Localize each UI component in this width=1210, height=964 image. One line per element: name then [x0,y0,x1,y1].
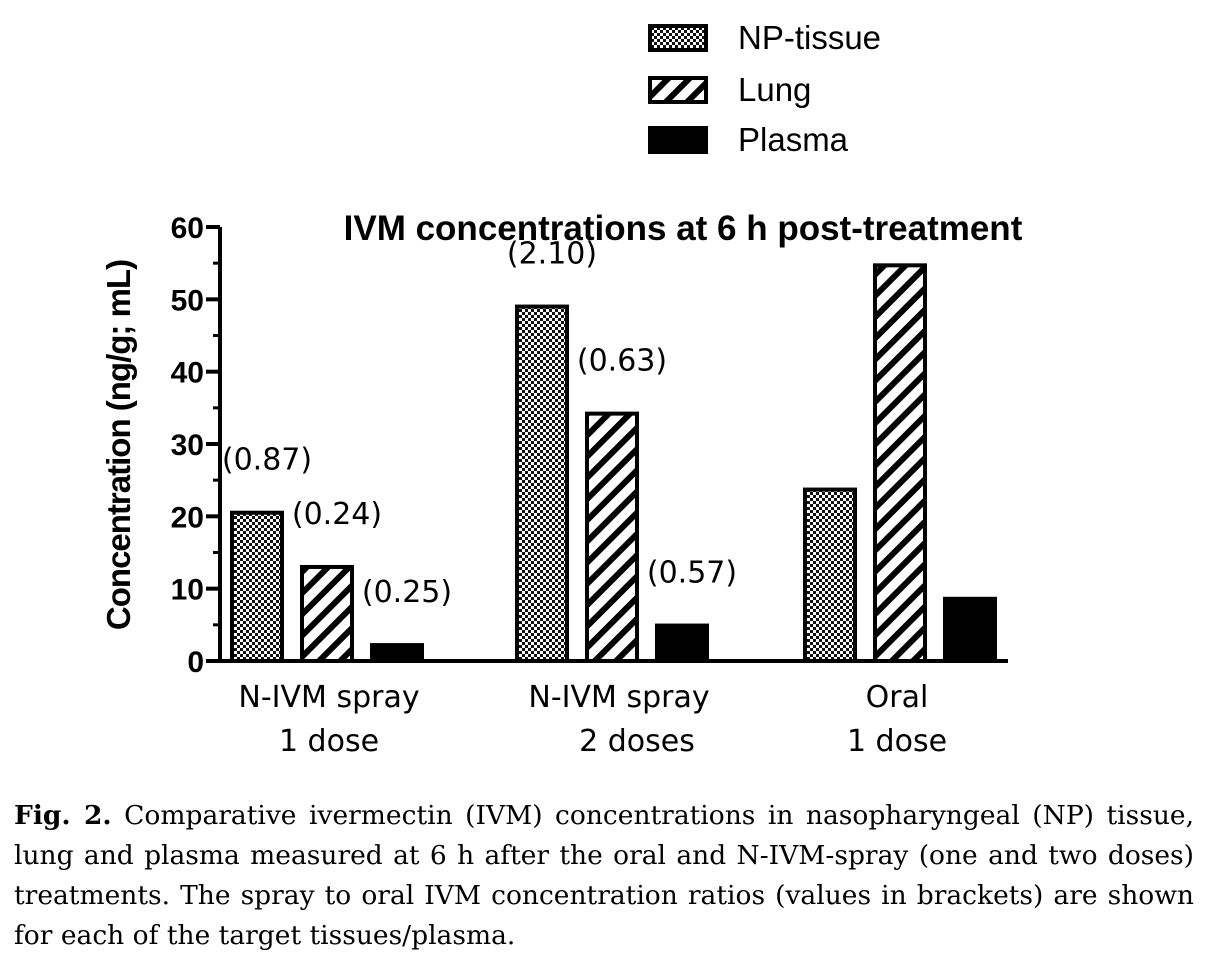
y-tick-label: 50 [171,284,204,317]
category-label: 1 dose [279,724,379,759]
bars [230,263,997,664]
ratio-labels: (0.87) (2.10) (0.24) (0.63) (0.25) (0.57) [222,237,737,611]
y-tick-label: 30 [171,429,204,462]
legend: NP-tissue Lung Plasma [648,19,881,158]
ratio-label: (0.57) [647,556,737,591]
y-tick-label: 40 [171,357,204,390]
category-label: N-IVM spray [238,680,419,715]
y-tick-label: 10 [171,574,204,607]
legend-label: Lung [738,71,811,108]
y-tick-label: 0 [187,646,204,679]
legend-swatch-np-tissue [648,24,708,52]
bar-np-tissue-2 [515,304,569,663]
y-axis-label: Concentration (ng/g; mL) [100,260,137,630]
y-tick-label: 20 [171,501,204,534]
ratio-label: (0.63) [577,344,667,379]
category-label: 1 dose [847,724,947,759]
chart-title: IVM concentrations at 6 h post-treatment [344,209,1023,248]
y-tick-label: 60 [171,212,204,245]
legend-swatch-plasma [648,126,708,154]
bar-lung-1 [300,564,354,664]
bar-lung-2 [585,411,639,663]
ratio-label: (2.10) [507,237,597,272]
legend-label: Plasma [738,121,849,158]
legend-label: NP-tissue [738,19,881,56]
figure-caption: Fig. 2. Comparative ivermectin (IVM) con… [14,796,1194,956]
category-label: 2 doses [579,724,695,759]
category-label: Oral [866,680,929,715]
legend-swatch-lung [648,76,708,104]
bar-np-tissue-3 [803,487,857,663]
ratio-label: (0.24) [292,497,382,532]
y-axis: 0 10 20 30 40 50 60 [171,212,222,679]
ratio-label: (0.25) [362,575,452,610]
bar-plasma-1 [370,643,424,664]
bar-chart: NP-tissue Lung Plasma IVM concentrations a… [100,19,1023,759]
bar-np-tissue-1 [230,510,284,664]
bar-plasma-3 [943,596,997,663]
caption-text: Comparative ivermectin (IVM) concentrati… [14,800,1194,951]
caption-label: Fig. 2. [14,800,112,831]
category-labels: N-IVM spray 1 dose N-IVM spray 2 doses Oral 1… [238,680,947,759]
bar-plasma-2 [655,623,709,663]
bar-lung-3 [873,263,927,663]
category-label: N-IVM spray [528,680,709,715]
ratio-label: (0.87) [222,443,312,478]
